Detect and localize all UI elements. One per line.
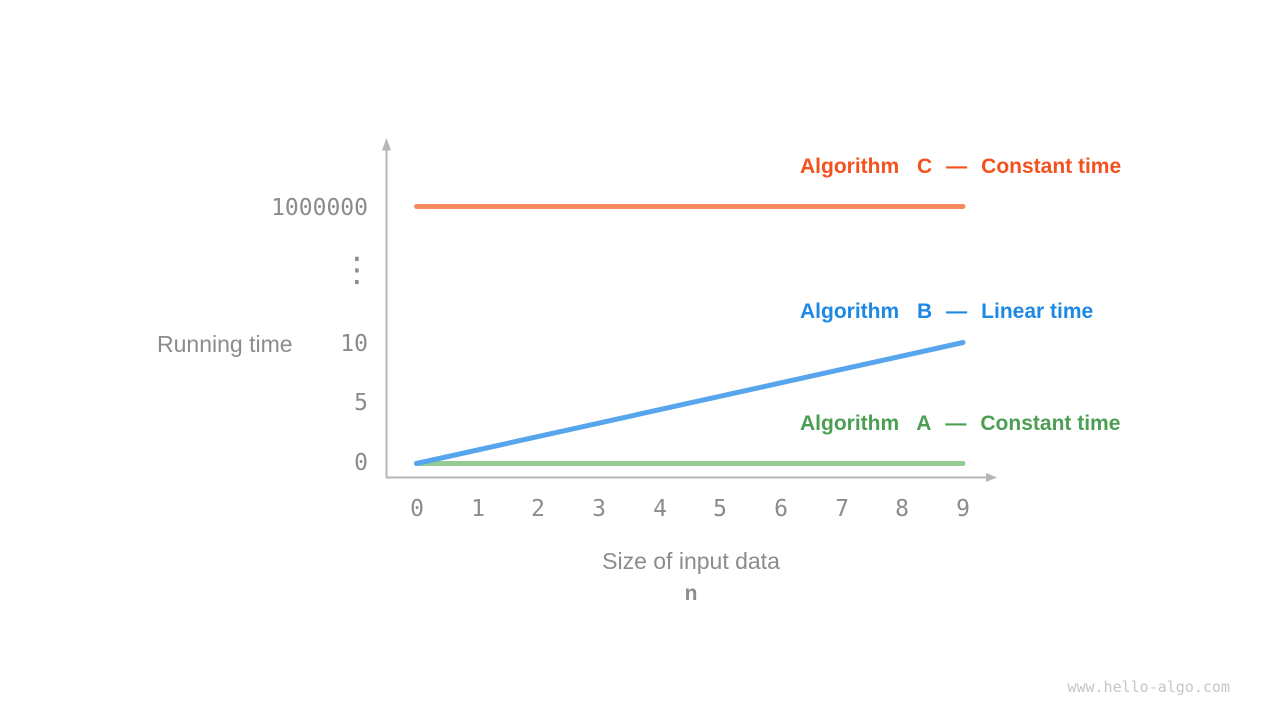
x-tick-7: 7 [835, 496, 849, 522]
y-axis-arrow-icon [382, 138, 391, 151]
legend-algorithm-a-name: Algorithm A [800, 412, 932, 435]
y-tick-5: 5 [354, 390, 368, 416]
legend-algorithm-a-complexity: Constant time [980, 412, 1121, 435]
x-tick-9: 9 [956, 496, 970, 522]
legend-algorithm-b-name: Algorithm B [800, 300, 933, 323]
x-tick-2: 2 [531, 496, 545, 522]
legend-algorithm-b: Algorithm B — Linear time [800, 299, 1093, 325]
y-axis-title: Running time [157, 331, 293, 357]
legend-algorithm-c-name: Algorithm C [800, 155, 933, 178]
x-tick-8: 8 [895, 496, 909, 522]
legend-algorithm-c: Algorithm C — Constant time [800, 154, 1121, 180]
legend-algorithm-c-complexity: Constant time [981, 155, 1122, 178]
legend-dash-icon: — [946, 300, 968, 323]
y-tick-0: 0 [354, 450, 368, 476]
series-line-algorithm-b [414, 340, 966, 466]
x-axis-variable: n [684, 582, 698, 605]
x-axis-title: Size of input data [602, 548, 780, 574]
legend-algorithm-b-complexity: Linear time [981, 300, 1094, 323]
legend-algorithm-a: Algorithm A — Constant time [800, 411, 1120, 437]
y-tick-10: 10 [340, 331, 368, 357]
watermark: www.hello-algo.com [1067, 678, 1230, 696]
x-tick-0: 0 [410, 496, 424, 522]
y-axis-break-ellipsis-icon: ⋮ [340, 250, 374, 290]
legend-dash-icon: — [946, 155, 968, 178]
y-tick-1000000: 1000000 [271, 195, 368, 221]
x-axis-arrow-icon [986, 473, 997, 482]
x-tick-1: 1 [471, 496, 485, 522]
series-lines-group [414, 204, 966, 466]
x-tick-4: 4 [653, 496, 667, 522]
x-tick-5: 5 [713, 496, 727, 522]
legend-dash-icon: — [945, 412, 967, 435]
x-tick-3: 3 [592, 496, 606, 522]
x-tick-6: 6 [774, 496, 788, 522]
